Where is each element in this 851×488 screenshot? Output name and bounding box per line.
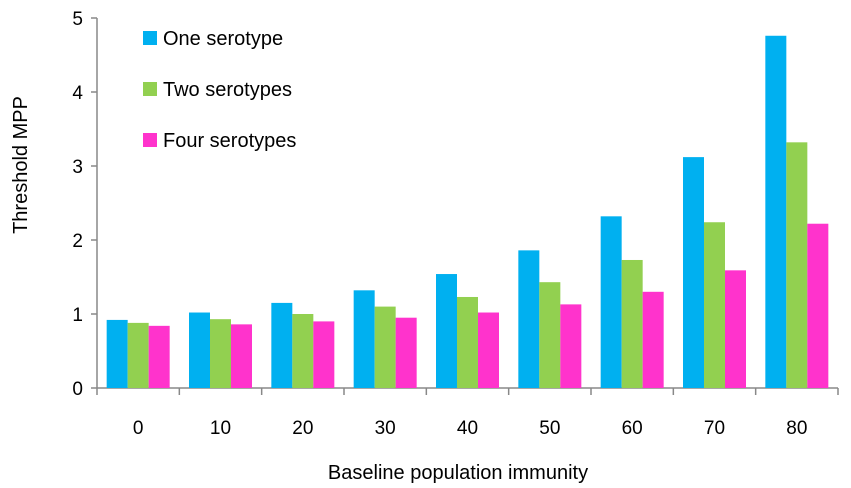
y-ticks: 0 1 2 3 4 5 [72, 9, 97, 400]
bar-0-0 [106, 319, 128, 388]
bar-0-5 [518, 250, 540, 388]
x-tick-label: 20 [292, 418, 313, 439]
bar-0-2 [271, 302, 293, 388]
bar-0-6 [600, 216, 622, 388]
bar-2-8 [807, 223, 829, 388]
bar-1-3 [374, 306, 396, 388]
x-axis-title: Baseline population immunity [328, 462, 588, 484]
x-tick-label: 10 [210, 418, 231, 439]
y-tick-label: 5 [72, 9, 83, 30]
x-tick-label: 50 [539, 418, 560, 439]
bars [106, 35, 829, 388]
bar-1-2 [292, 314, 314, 388]
legend-swatch-1 [143, 82, 157, 96]
x-tick-label: 30 [375, 418, 396, 439]
bar-0-8 [765, 35, 787, 388]
x-tick-label: 0 [133, 418, 144, 439]
bar-0-4 [436, 274, 457, 388]
bar-0-7 [683, 157, 704, 388]
bar-0-1 [189, 312, 210, 388]
legend-label-0: One serotype [163, 28, 283, 50]
bar-2-1 [231, 324, 252, 388]
x-tick-label: 60 [622, 418, 643, 439]
y-tick-label: 2 [72, 231, 83, 252]
y-axis-title: Threshold MPP [10, 96, 32, 234]
legend-swatch-2 [143, 133, 157, 147]
y-tick-label: 4 [72, 83, 83, 104]
bar-2-0 [148, 325, 170, 388]
bar-1-8 [786, 142, 808, 388]
legend: One serotype Two serotypes Four serotypes [143, 28, 296, 152]
legend-label-1: Two serotypes [163, 79, 292, 101]
x-ticks: 0 10 20 30 40 50 60 70 80 [96, 388, 839, 439]
x-tick-label: 70 [704, 418, 725, 439]
x-tick-label: 40 [457, 418, 478, 439]
bar-1-6 [621, 259, 643, 388]
bar-1-0 [127, 322, 149, 388]
x-tick-label: 80 [786, 418, 807, 439]
bar-2-6 [642, 291, 664, 388]
y-tick-label: 1 [72, 305, 83, 326]
y-tick-label: 3 [72, 157, 83, 178]
bar-2-5 [560, 304, 582, 388]
bar-2-4 [478, 312, 499, 388]
y-tick-label: 0 [72, 379, 83, 400]
bar-0-3 [353, 290, 375, 388]
bar-2-3 [395, 317, 417, 388]
legend-label-2: Four serotypes [163, 130, 296, 152]
bar-2-7 [725, 270, 746, 388]
bar-1-4 [457, 296, 478, 388]
bar-1-5 [539, 282, 561, 388]
bar-2-2 [313, 321, 335, 388]
legend-swatch-0 [143, 31, 157, 45]
bar-1-7 [704, 222, 725, 388]
bar-1-1 [210, 319, 231, 388]
